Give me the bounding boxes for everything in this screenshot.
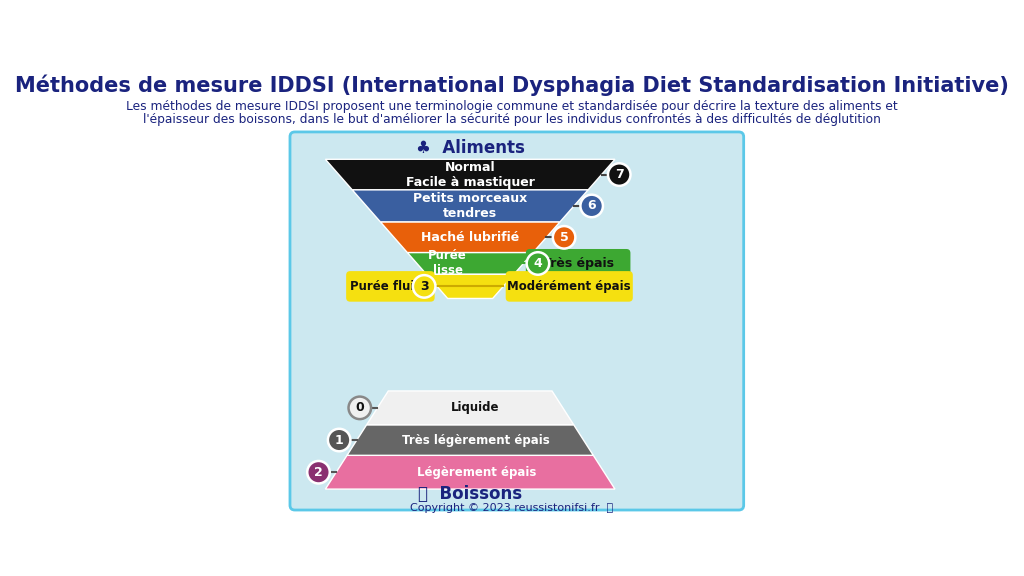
Circle shape xyxy=(348,397,371,419)
Text: 1: 1 xyxy=(335,434,343,446)
Text: l'épaisseur des boissons, dans le but d'améliorer la sécurité pour les individus: l'épaisseur des boissons, dans le but d'… xyxy=(143,113,881,126)
Circle shape xyxy=(328,429,350,452)
FancyBboxPatch shape xyxy=(346,271,434,302)
Text: 6: 6 xyxy=(588,199,596,213)
Polygon shape xyxy=(347,425,593,455)
Text: Petits morceaux
tendres: Petits morceaux tendres xyxy=(413,192,527,220)
Text: Modérément épais: Modérément épais xyxy=(508,280,631,293)
Text: Méthodes de mesure IDDSI (International Dysphagia Diet Standardisation Initiativ: Méthodes de mesure IDDSI (International … xyxy=(15,74,1009,96)
FancyBboxPatch shape xyxy=(506,271,633,302)
Text: 4: 4 xyxy=(534,257,543,270)
Polygon shape xyxy=(381,222,560,253)
Text: Liquide: Liquide xyxy=(451,401,499,414)
Circle shape xyxy=(608,164,631,186)
Text: Copyright © 2023 reussistonifsi.fr  📋: Copyright © 2023 reussistonifsi.fr 📋 xyxy=(411,503,613,513)
Polygon shape xyxy=(352,190,588,222)
FancyBboxPatch shape xyxy=(290,132,743,510)
Text: ♣  Aliments: ♣ Aliments xyxy=(416,139,524,157)
Text: Haché lubrifié: Haché lubrifié xyxy=(421,231,519,244)
Text: 5: 5 xyxy=(560,231,568,244)
Circle shape xyxy=(307,461,330,483)
Text: Très légèrement épais: Très légèrement épais xyxy=(402,434,550,446)
Text: 0: 0 xyxy=(355,401,365,414)
Circle shape xyxy=(526,252,549,275)
Text: Normal
Facile à mastiquer: Normal Facile à mastiquer xyxy=(406,161,535,188)
Text: Les méthodes de mesure IDDSI proposent une terminologie commune et standardisée : Les méthodes de mesure IDDSI proposent u… xyxy=(126,100,898,113)
Circle shape xyxy=(581,195,603,217)
Text: Purée
lisse: Purée lisse xyxy=(428,249,467,278)
Polygon shape xyxy=(367,391,573,425)
Polygon shape xyxy=(426,274,514,298)
Polygon shape xyxy=(408,253,532,274)
Text: Très épais: Très épais xyxy=(543,257,613,270)
Text: Légèrement épais: Légèrement épais xyxy=(417,466,537,479)
Text: 7: 7 xyxy=(614,168,624,181)
Text: 3: 3 xyxy=(420,280,428,293)
FancyBboxPatch shape xyxy=(526,249,631,278)
Circle shape xyxy=(413,275,435,298)
Circle shape xyxy=(553,226,575,249)
Text: Purée fluide: Purée fluide xyxy=(350,280,431,293)
Text: 🥤  Boissons: 🥤 Boissons xyxy=(418,485,522,503)
Polygon shape xyxy=(326,455,615,489)
Text: 2: 2 xyxy=(314,466,323,479)
Polygon shape xyxy=(326,160,615,190)
